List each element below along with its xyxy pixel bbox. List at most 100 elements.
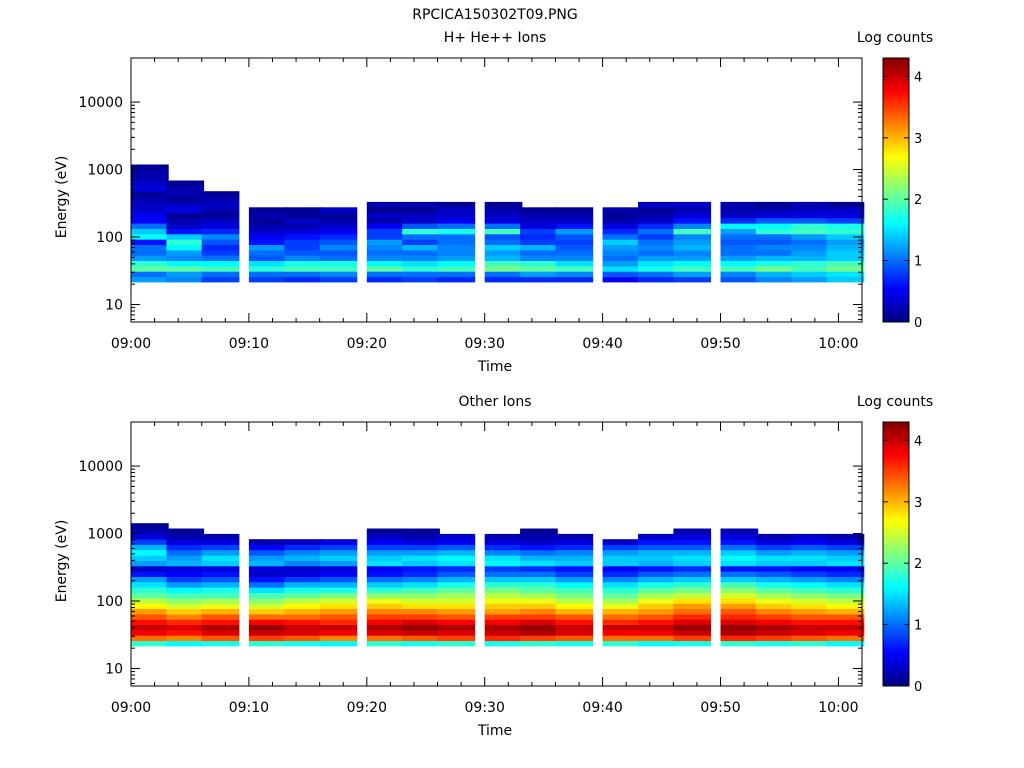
- spectrogram-cell: [673, 587, 712, 593]
- spectrogram-cell: [484, 555, 523, 561]
- spectrogram-cell: [131, 244, 169, 251]
- spectrogram-cell: [638, 587, 676, 593]
- spectrogram-cells: [131, 523, 865, 647]
- spectrogram-cell: [131, 271, 169, 278]
- spectrogram-cell: [131, 185, 169, 192]
- spectrogram-cell: [166, 196, 205, 203]
- spectrogram-cell: [402, 207, 440, 213]
- spectrogram-cell: [437, 624, 476, 631]
- spectrogram-cell: [284, 549, 322, 556]
- spectrogram-cell: [248, 255, 287, 261]
- spectrogram-cell: [284, 260, 322, 267]
- spectrogram-cell: [673, 560, 712, 567]
- spectrogram-cell: [484, 239, 523, 245]
- spectrogram-cell: [755, 630, 794, 636]
- spectrogram-cell: [201, 592, 240, 599]
- spectrogram-cell: [720, 592, 759, 599]
- spectrogram-cell: [555, 271, 594, 278]
- spectrogram-cell: [201, 598, 240, 604]
- spectrogram-cell: [484, 250, 523, 256]
- colorbar-label: Log counts: [857, 30, 933, 46]
- spectrogram-cell: [248, 603, 287, 609]
- x-axis-label: Time: [477, 359, 512, 375]
- spectrogram-cell: [319, 239, 358, 245]
- spectrogram-cell: [366, 239, 405, 245]
- spectrogram-cell: [520, 207, 558, 213]
- spectrogram-cell: [673, 212, 712, 219]
- spectrogram-cell: [791, 630, 829, 636]
- spectrogram-cell: [201, 223, 240, 229]
- colorbar: [882, 421, 910, 687]
- spectrogram-cell: [248, 630, 287, 636]
- spectrogram-cell: [402, 624, 440, 631]
- spectrogram-cell: [602, 624, 641, 631]
- spectrogram-cell: [673, 635, 712, 642]
- spectrogram-cell: [791, 608, 829, 615]
- spectrogram-cell: [402, 244, 440, 251]
- spectrogram-cell: [402, 592, 440, 599]
- spectrogram-cell: [248, 581, 287, 588]
- spectrogram-cell: [673, 201, 712, 208]
- spectrogram-cell: [131, 169, 169, 176]
- spectrogram-cell: [131, 614, 169, 620]
- spectrogram-cell: [555, 255, 594, 261]
- spectrogram-cell: [602, 207, 641, 213]
- spectrogram-cell: [366, 201, 405, 208]
- spectrogram-cell: [248, 234, 287, 240]
- x-tick-label: 09:40: [582, 336, 622, 352]
- spectrogram-cell: [791, 571, 829, 577]
- spectrogram-cell: [366, 244, 405, 251]
- spectrogram-cell: [131, 533, 169, 540]
- spectrogram-cell: [284, 244, 322, 251]
- spectrogram-cell: [673, 244, 712, 251]
- spectrogram-cell: [602, 635, 641, 642]
- spectrogram-cell: [555, 276, 594, 283]
- spectrogram-cell: [319, 581, 358, 588]
- y-tick-label: 10000: [78, 95, 123, 111]
- spectrogram-cell: [484, 619, 523, 625]
- spectrogram-cell: [131, 549, 169, 556]
- spectrogram-cell: [791, 576, 829, 583]
- spectrogram-cell: [720, 244, 759, 251]
- spectrogram-cell: [755, 635, 794, 642]
- spectrogram-cell: [720, 271, 759, 278]
- spectrogram-cell: [755, 234, 794, 240]
- spectrogram-cell: [602, 640, 641, 647]
- spectrogram-cell: [166, 640, 205, 647]
- spectrogram-cell: [319, 255, 358, 261]
- spectrogram-cell: [366, 603, 405, 609]
- spectrogram-cell: [166, 635, 205, 642]
- colorbar: [882, 57, 910, 323]
- spectrogram-cell: [131, 581, 169, 588]
- spectrogram-cell: [319, 603, 358, 609]
- spectrogram-cell: [166, 255, 205, 261]
- spectrogram-cell: [602, 544, 641, 551]
- spectrogram-cell: [755, 228, 794, 235]
- spectrogram-cell: [402, 576, 440, 583]
- spectrogram-cell: [791, 260, 829, 267]
- spectrogram-cell: [720, 250, 759, 256]
- spectrogram-cell: [791, 533, 829, 540]
- spectrogram-cell: [638, 608, 676, 615]
- spectrogram-cell: [366, 276, 405, 283]
- x-tick-label: 09:00: [111, 700, 151, 716]
- spectrogram-cell: [437, 619, 476, 625]
- spectrogram-cell: [602, 217, 641, 224]
- spectrogram-cell: [366, 544, 405, 551]
- spectrogram-cell: [284, 576, 322, 583]
- spectrogram-cell: [248, 217, 287, 224]
- spectrogram-cell: [673, 598, 712, 604]
- spectrogram-cell: [826, 592, 865, 599]
- spectrogram-cell: [402, 544, 440, 551]
- spectrogram-cell: [284, 228, 322, 235]
- spectrogram-cell: [638, 223, 676, 229]
- spectrogram-cell: [720, 635, 759, 642]
- spectrogram-cell: [131, 164, 169, 171]
- spectrogram-cell: [437, 276, 476, 283]
- spectrogram-cell: [131, 212, 169, 219]
- spectrogram-cell: [201, 544, 240, 551]
- spectrogram-cell: [437, 201, 476, 208]
- y-axis-label: Energy (eV): [54, 520, 70, 603]
- spectrogram-cell: [402, 635, 440, 642]
- spectrogram-cell: [791, 250, 829, 256]
